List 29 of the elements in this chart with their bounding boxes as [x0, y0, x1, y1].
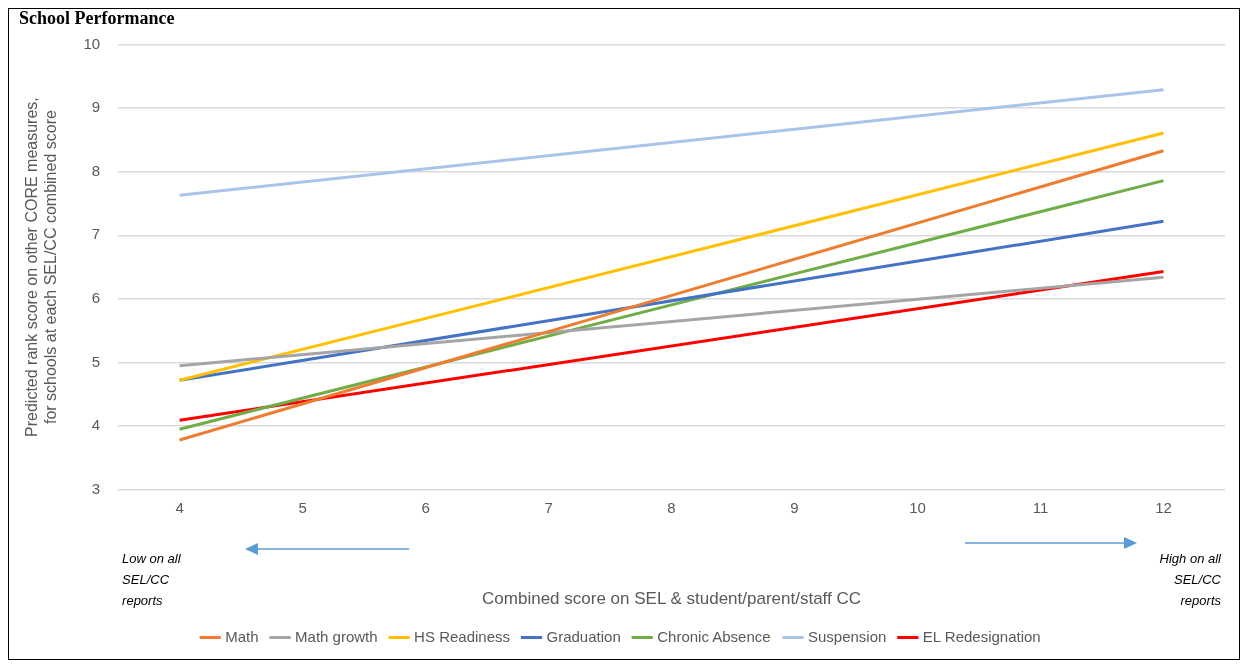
x-tick-label: 6	[421, 498, 430, 516]
x-tick-label: 12	[1155, 498, 1172, 516]
legend-label: Math growth	[295, 627, 378, 645]
legend-label: EL Redesignation	[922, 627, 1041, 645]
legend-label: Graduation	[546, 627, 621, 645]
legend-label: Math	[225, 627, 259, 645]
y-tick-label: 9	[91, 98, 101, 116]
text: High on all SEL/CC reports	[1159, 551, 1223, 609]
y-tick-label: 6	[91, 289, 101, 307]
x-tick-label: 4	[175, 498, 184, 516]
chart-title: School Performance	[19, 8, 175, 29]
y-tick-label: 3	[91, 479, 101, 497]
y-tick-label: 8	[91, 161, 101, 179]
x-tick-label: 10	[909, 498, 926, 516]
x-tick-label: 11	[1032, 498, 1049, 516]
legend-label: HS Readiness	[414, 627, 511, 645]
x-axis-title: Combined score on SEL & student/parent/staff CC	[482, 589, 862, 609]
text: Low on all SEL/CC reports	[122, 551, 182, 609]
legend-label: Suspension	[807, 627, 887, 645]
y-tick-label: 7	[91, 225, 101, 243]
x-tick-label: 9	[790, 498, 799, 516]
x-tick-label: 8	[667, 498, 676, 516]
y-tick-label: 5	[91, 352, 101, 370]
legend-label: Chronic Absence	[657, 627, 771, 645]
y-tick-label: 4	[91, 416, 101, 434]
x-tick-label: 5	[298, 498, 307, 516]
y-axis-title: Predicted rank score on other CORE measures, for schools at each SEL/CC combined score	[23, 97, 60, 437]
x-tick-label: 7	[544, 498, 553, 516]
y-tick-label: 10	[83, 34, 101, 52]
